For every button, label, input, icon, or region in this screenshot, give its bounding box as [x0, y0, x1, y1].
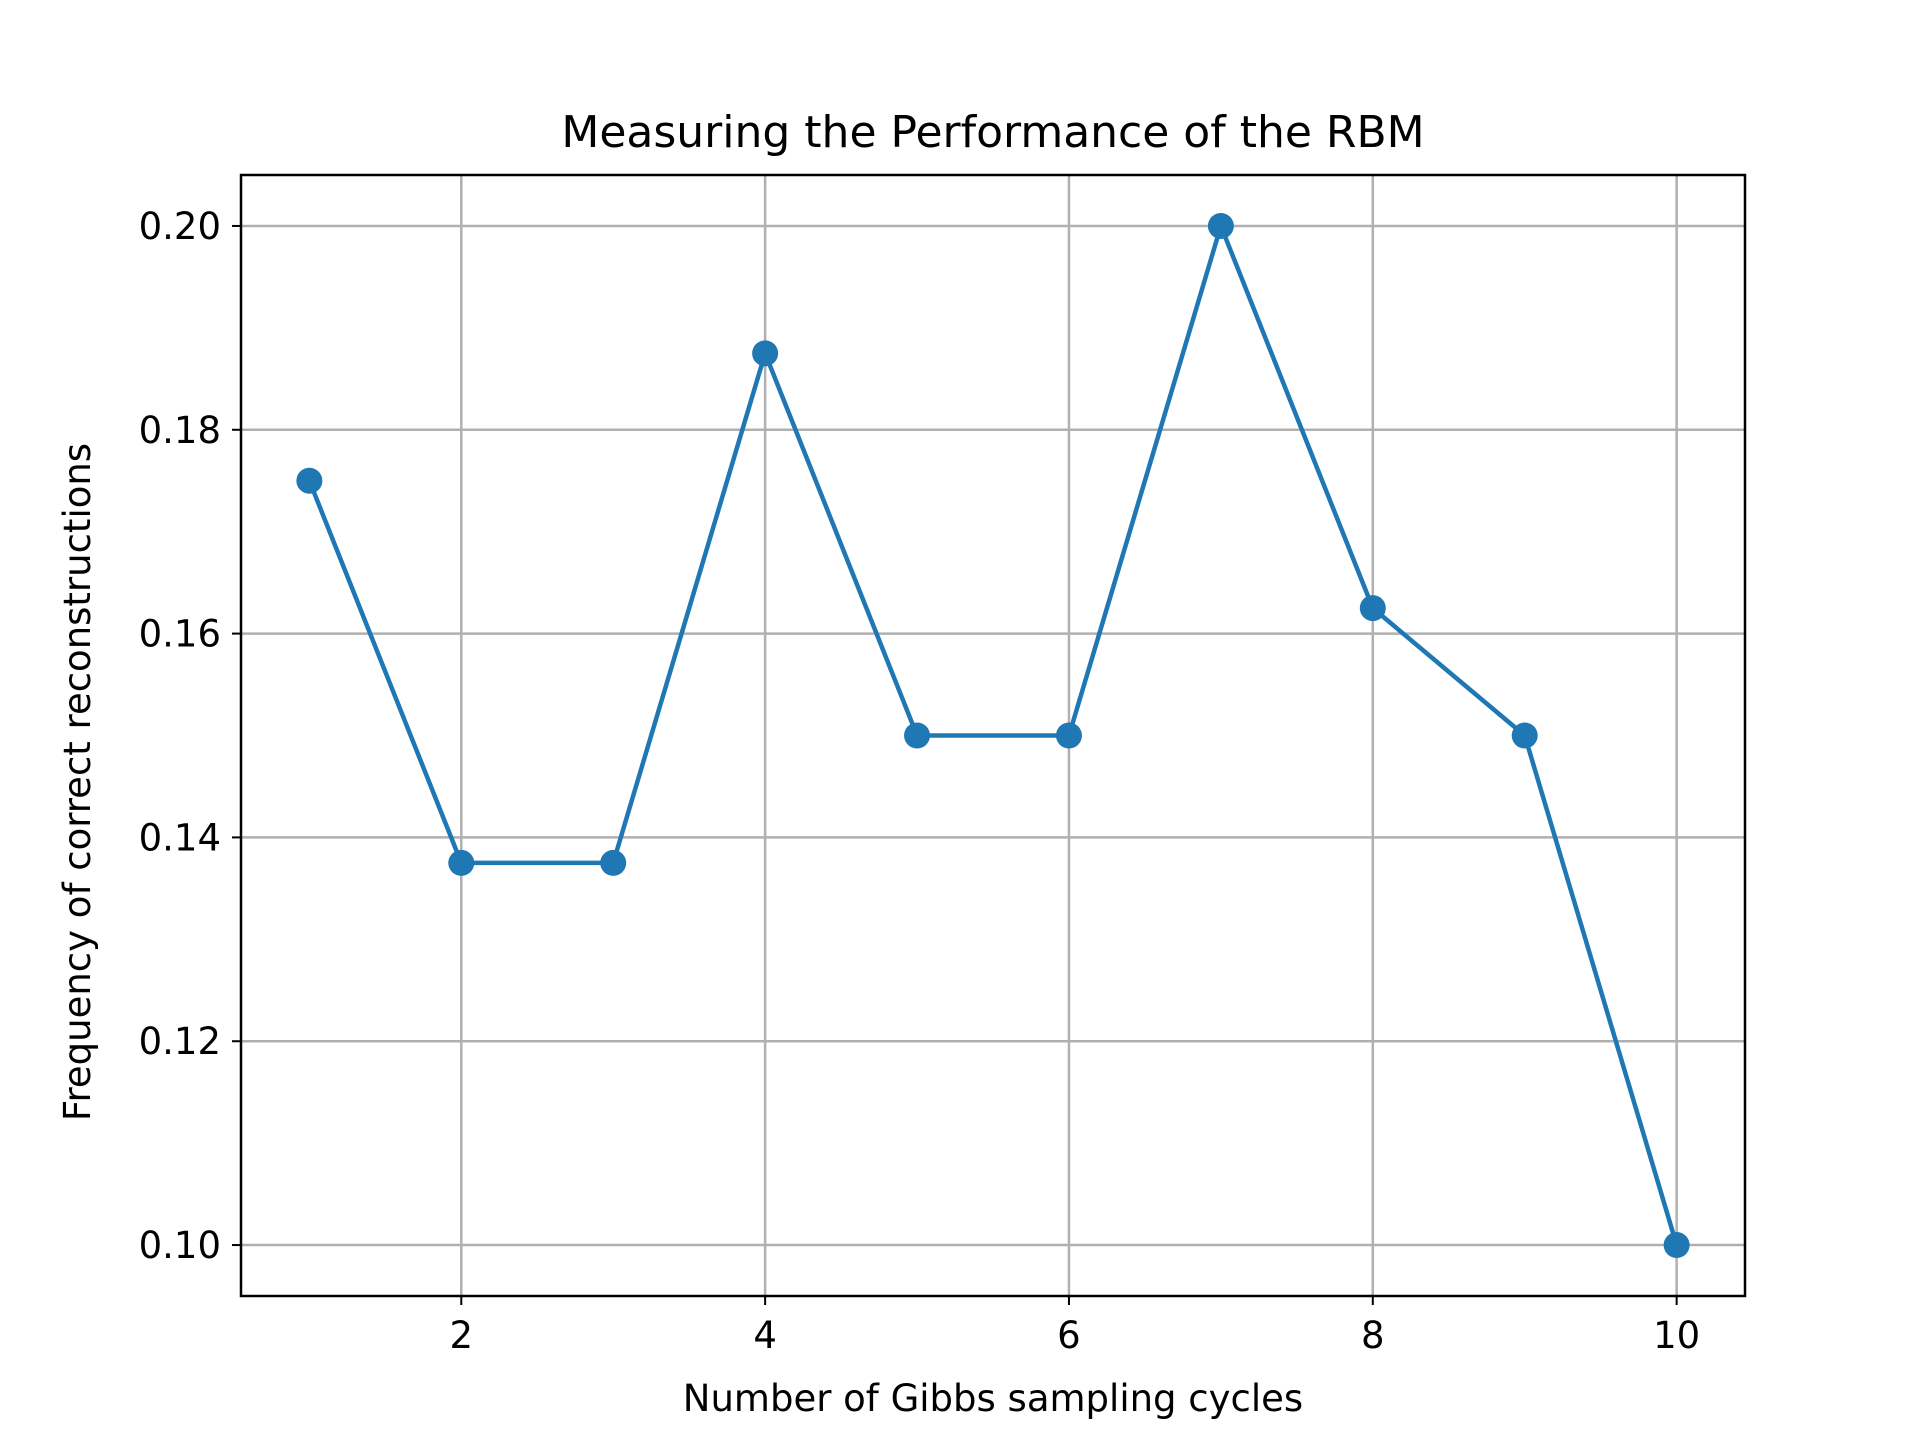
data-point — [1055, 722, 1082, 749]
x-tick-label: 2 — [450, 1314, 474, 1357]
series-layer — [307, 223, 1679, 1246]
data-point — [1511, 722, 1538, 749]
data-point — [1359, 595, 1386, 622]
ticks: 2 4 6 8 10 0.10 0.12 0.14 0.16 0.18 0.20 — [139, 205, 1701, 1357]
marker-layer — [296, 212, 1690, 1259]
y-tick-label: 0.10 — [139, 1224, 221, 1267]
y-tick-label: 0.20 — [139, 205, 221, 248]
x-tick-label: 6 — [1057, 1314, 1081, 1357]
y-tick-label: 0.14 — [139, 816, 221, 859]
y-tick-label: 0.16 — [139, 613, 221, 656]
x-tick-label: 4 — [753, 1314, 777, 1357]
data-point — [1207, 212, 1234, 239]
data-point — [752, 340, 779, 367]
y-tick-label: 0.12 — [139, 1020, 221, 1063]
data-point — [296, 467, 323, 494]
data-point — [904, 722, 931, 749]
y-axis-label: Frequency of correct reconstructions — [56, 443, 99, 1121]
data-point — [600, 849, 627, 876]
x-tick-label: 10 — [1653, 1314, 1700, 1357]
plot-frame — [239, 173, 1747, 1298]
y-tick-label: 0.18 — [139, 409, 221, 452]
x-tick-label: 8 — [1361, 1314, 1385, 1357]
x-axis-label: Number of Gibbs sampling cycles — [683, 1377, 1303, 1420]
data-point — [1663, 1232, 1690, 1259]
chart-title: Measuring the Performance of the RBM — [561, 107, 1424, 158]
series-line — [307, 223, 1679, 1246]
data-point — [448, 849, 475, 876]
